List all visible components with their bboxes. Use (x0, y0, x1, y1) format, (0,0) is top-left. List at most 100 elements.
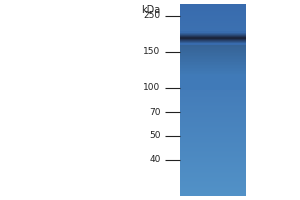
Bar (180, 162, 246, 163)
Bar (180, 62, 246, 63)
Bar (180, 134, 246, 135)
Bar (180, 49, 246, 50)
Bar (180, 28, 246, 29)
Bar (180, 81, 246, 82)
Bar (180, 46, 246, 47)
Bar (180, 34, 246, 35)
Bar (180, 136, 246, 137)
Bar (180, 65, 246, 66)
Bar (180, 151, 246, 152)
Bar (180, 15, 246, 16)
Bar (180, 115, 246, 116)
Bar (180, 96, 246, 97)
Bar (180, 81, 246, 82)
Bar (180, 188, 246, 189)
Bar (180, 13, 246, 14)
Bar (180, 44, 246, 45)
Bar (180, 11, 246, 12)
Bar (180, 147, 246, 148)
Bar (180, 6, 246, 7)
Bar (180, 121, 246, 122)
Bar (180, 66, 246, 67)
Bar (180, 10, 246, 11)
Bar (180, 57, 246, 58)
Bar (180, 89, 246, 90)
Bar (180, 76, 246, 77)
Bar (180, 70, 246, 71)
Bar (180, 60, 246, 61)
Bar (180, 33, 246, 34)
Bar (180, 36, 246, 37)
Bar (180, 92, 246, 93)
Bar (180, 161, 246, 162)
Bar (180, 110, 246, 111)
Bar (180, 64, 246, 65)
Bar (180, 12, 246, 13)
Bar (180, 143, 246, 144)
Bar (180, 161, 246, 162)
Bar (180, 45, 246, 46)
Bar (180, 63, 246, 64)
Bar (180, 58, 246, 59)
Bar (180, 186, 246, 187)
Bar (180, 79, 246, 80)
Bar (180, 54, 246, 55)
Bar (180, 147, 246, 148)
Bar (180, 49, 246, 50)
Bar (180, 46, 246, 47)
Bar (180, 28, 246, 29)
Bar (180, 68, 246, 69)
Bar (180, 70, 246, 71)
Bar (180, 68, 246, 69)
Bar (180, 156, 246, 157)
Bar (180, 82, 246, 83)
Text: 100: 100 (143, 84, 160, 92)
Bar (180, 8, 246, 9)
Bar (180, 64, 246, 65)
Bar (180, 64, 246, 65)
Bar (180, 19, 246, 20)
Bar (180, 124, 246, 125)
Bar (180, 52, 246, 53)
Bar (180, 17, 246, 18)
Bar (180, 39, 246, 40)
Bar (180, 24, 246, 25)
Bar (180, 108, 246, 109)
Bar (180, 182, 246, 183)
Bar (180, 48, 246, 49)
Bar (180, 90, 246, 91)
Bar (180, 33, 246, 34)
Text: 150: 150 (143, 47, 160, 56)
Bar (180, 19, 246, 20)
Bar (180, 42, 246, 43)
Bar (180, 150, 246, 151)
Bar (180, 173, 246, 174)
Bar (180, 65, 246, 66)
Bar (180, 127, 246, 128)
Bar (180, 38, 246, 39)
Bar (180, 7, 246, 8)
Bar (180, 22, 246, 23)
Bar (180, 5, 246, 6)
Bar (180, 82, 246, 83)
Bar (180, 112, 246, 113)
Bar (180, 37, 246, 38)
Bar (180, 156, 246, 157)
Bar (180, 32, 246, 33)
Bar (180, 41, 246, 42)
Bar (180, 14, 246, 15)
Bar (180, 84, 246, 85)
Bar (180, 62, 246, 63)
Bar (180, 188, 246, 189)
Bar (180, 44, 246, 45)
Bar (180, 55, 246, 56)
Bar (180, 104, 246, 105)
Bar (180, 133, 246, 134)
Bar (180, 117, 246, 118)
Bar (180, 20, 246, 21)
Bar (180, 186, 246, 187)
Bar (180, 43, 246, 44)
Bar (180, 67, 246, 68)
Bar (180, 87, 246, 88)
Bar (180, 80, 246, 81)
